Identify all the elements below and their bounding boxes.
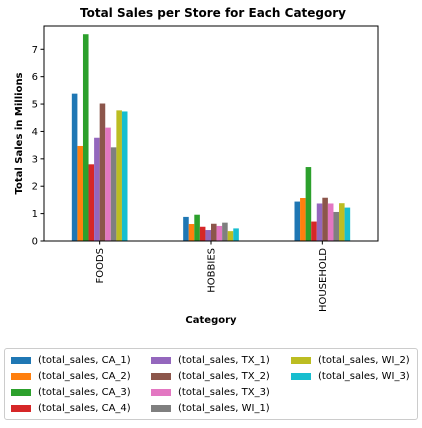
- legend-item: (total_sales, TX_2): [151, 369, 270, 383]
- legend-item: (total_sales, WI_3): [291, 369, 410, 383]
- legend-label: (total_sales, CA_3): [38, 386, 131, 398]
- x-axis-label: Category: [185, 315, 237, 326]
- bar-hobbies-10: [233, 228, 239, 241]
- bar-foods-4: [88, 164, 95, 241]
- y-tick-label: 2: [32, 182, 38, 193]
- legend-swatch: [11, 356, 31, 364]
- bar-household-5: [316, 203, 323, 241]
- bar-hobbies-9: [227, 231, 234, 241]
- legend-swatch: [11, 372, 31, 380]
- y-tick-label: 6: [32, 72, 38, 83]
- bar-household-6: [322, 197, 328, 241]
- bar-hobbies-1: [183, 216, 189, 241]
- x-tick-label-household: HOUSEHOLD: [318, 248, 329, 312]
- bar-foods-9: [116, 110, 122, 241]
- x-tick-label-hobbies: HOBBIES: [207, 248, 218, 293]
- bar-foods-1: [71, 93, 78, 242]
- bar-household-4: [311, 221, 317, 241]
- bars-layer: [71, 34, 351, 242]
- bar-hobbies-2: [188, 224, 195, 241]
- bar-household-7: [327, 203, 334, 241]
- bar-hobbies-3: [194, 214, 200, 241]
- bar-foods-10: [121, 111, 128, 241]
- bar-foods-8: [110, 147, 117, 241]
- bar-foods-7: [105, 127, 111, 241]
- legend-swatch: [11, 388, 31, 396]
- bar-hobbies-6: [211, 223, 217, 241]
- y-axis-label: Total Sales in Millions: [14, 72, 25, 194]
- bar-household-9: [339, 203, 345, 241]
- legend-swatch: [151, 356, 171, 364]
- legend: (total_sales, CA_1) (total_sales, CA_2) (t…: [4, 348, 418, 420]
- legend-label: (total_sales, WI_3): [318, 370, 410, 382]
- bar-household-3: [305, 167, 312, 241]
- bar-foods-5: [94, 137, 100, 241]
- legend-label: (total_sales, TX_2): [178, 370, 270, 382]
- legend-swatch: [151, 372, 171, 380]
- y-tick-label: 3: [32, 154, 38, 165]
- legend-label: (total_sales, TX_3): [178, 386, 270, 398]
- legend-label: (total_sales, CA_2): [38, 370, 131, 382]
- bar-hobbies-5: [205, 230, 211, 241]
- axes-layer: 0 1 2 3 4 5 6 7 FOODS HOBBIES HOUSEHOLD: [32, 45, 329, 312]
- legend-swatch: [151, 388, 171, 396]
- legend-item: (total_sales, TX_3): [151, 385, 270, 399]
- bar-hobbies-4: [199, 226, 206, 241]
- legend-label: (total_sales, CA_1): [38, 354, 131, 366]
- y-tick-label: 5: [32, 100, 38, 111]
- legend-item: (total_sales, WI_2): [291, 353, 410, 367]
- bar-household-1: [294, 201, 301, 241]
- legend-item: (total_sales, CA_2): [11, 369, 131, 383]
- legend-label: (total_sales, WI_1): [178, 402, 270, 414]
- bar-household-10: [344, 207, 351, 241]
- legend-item: (total_sales, WI_1): [151, 401, 270, 415]
- y-tick-label: 1: [32, 209, 38, 220]
- y-tick-label: 7: [32, 45, 38, 56]
- bar-household-2: [300, 198, 306, 241]
- x-tick-label-foods: FOODS: [95, 248, 106, 284]
- legend-swatch: [11, 404, 31, 412]
- bar-hobbies-8: [222, 222, 228, 241]
- y-tick-label: 0: [32, 237, 38, 248]
- legend-item: (total_sales, TX_1): [151, 353, 270, 367]
- legend-item: (total_sales, CA_4): [11, 401, 131, 415]
- legend-label: (total_sales, WI_2): [318, 354, 410, 366]
- chart-title: Total Sales per Store for Each Category: [80, 6, 346, 20]
- legend-swatch: [151, 404, 171, 412]
- legend-item: (total_sales, CA_1): [11, 353, 131, 367]
- bar-foods-2: [77, 145, 83, 241]
- legend-swatch: [291, 356, 311, 364]
- legend-swatch: [291, 372, 311, 380]
- bar-household-8: [333, 211, 340, 241]
- bar-hobbies-7: [216, 225, 223, 241]
- legend-label: (total_sales, TX_1): [178, 354, 270, 366]
- bar-foods-6: [99, 103, 106, 241]
- bar-foods-3: [82, 34, 89, 241]
- legend-label: (total_sales, CA_4): [38, 402, 131, 414]
- y-tick-label: 4: [32, 127, 38, 138]
- legend-item: (total_sales, CA_3): [11, 385, 131, 399]
